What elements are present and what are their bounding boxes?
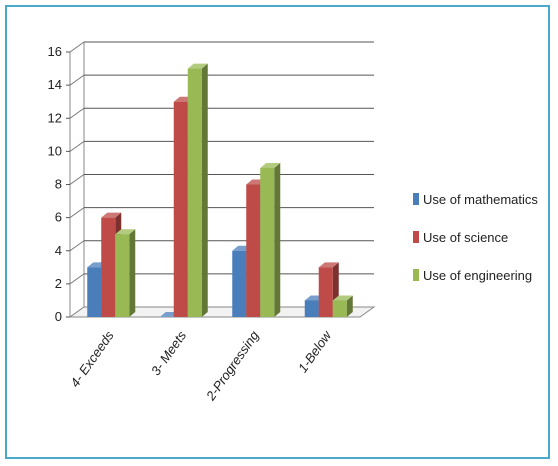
bar bbox=[332, 295, 353, 317]
y-tick-label: 8 bbox=[55, 177, 62, 192]
x-category-label: 2-Progressing bbox=[202, 327, 262, 403]
gridline-side bbox=[69, 140, 85, 152]
legend-swatch bbox=[413, 269, 419, 281]
gridline-side bbox=[69, 74, 85, 86]
gridline-side bbox=[69, 240, 85, 252]
y-tick-label: 0 bbox=[55, 309, 62, 324]
x-category-label: 1-Below bbox=[295, 327, 335, 375]
x-category-label: 3- Meets bbox=[148, 328, 190, 378]
bar bbox=[187, 63, 208, 317]
legend-label: Use of mathematics bbox=[423, 192, 538, 207]
gridline-side bbox=[69, 273, 85, 285]
gridline-side bbox=[69, 41, 85, 53]
y-tick-label: 10 bbox=[48, 143, 62, 158]
legend-label: Use of science bbox=[423, 230, 508, 245]
y-tick-label: 2 bbox=[55, 276, 62, 291]
legend-swatch bbox=[413, 231, 419, 243]
bar bbox=[115, 229, 136, 317]
legend-item: Use of science bbox=[413, 230, 508, 245]
legend: Use of mathematics Use of science Use of e… bbox=[413, 192, 538, 283]
legend-swatch bbox=[413, 193, 419, 205]
y-tick-label: 6 bbox=[55, 210, 62, 225]
y-tick-label: 14 bbox=[48, 77, 62, 92]
legend-item: Use of mathematics bbox=[413, 192, 538, 207]
bar bbox=[260, 162, 281, 317]
y-tick-label: 16 bbox=[48, 44, 62, 59]
gridline-side bbox=[69, 174, 85, 185]
bars bbox=[87, 63, 353, 317]
legend-item: Use of engineering bbox=[413, 268, 532, 283]
gridline-side bbox=[69, 107, 85, 119]
x-axis-categories: 4- Exceeds 3- Meets 2-Progressing 1-Below bbox=[67, 327, 335, 404]
legend-label: Use of engineering bbox=[423, 268, 532, 283]
gridline-side bbox=[69, 207, 85, 219]
y-tick-label: 4 bbox=[55, 243, 62, 258]
y-tick-label: 12 bbox=[48, 110, 62, 125]
y-axis-ticks: 0 2 4 6 8 10 12 14 16 bbox=[48, 44, 70, 324]
x-category-label: 4- Exceeds bbox=[67, 328, 117, 390]
